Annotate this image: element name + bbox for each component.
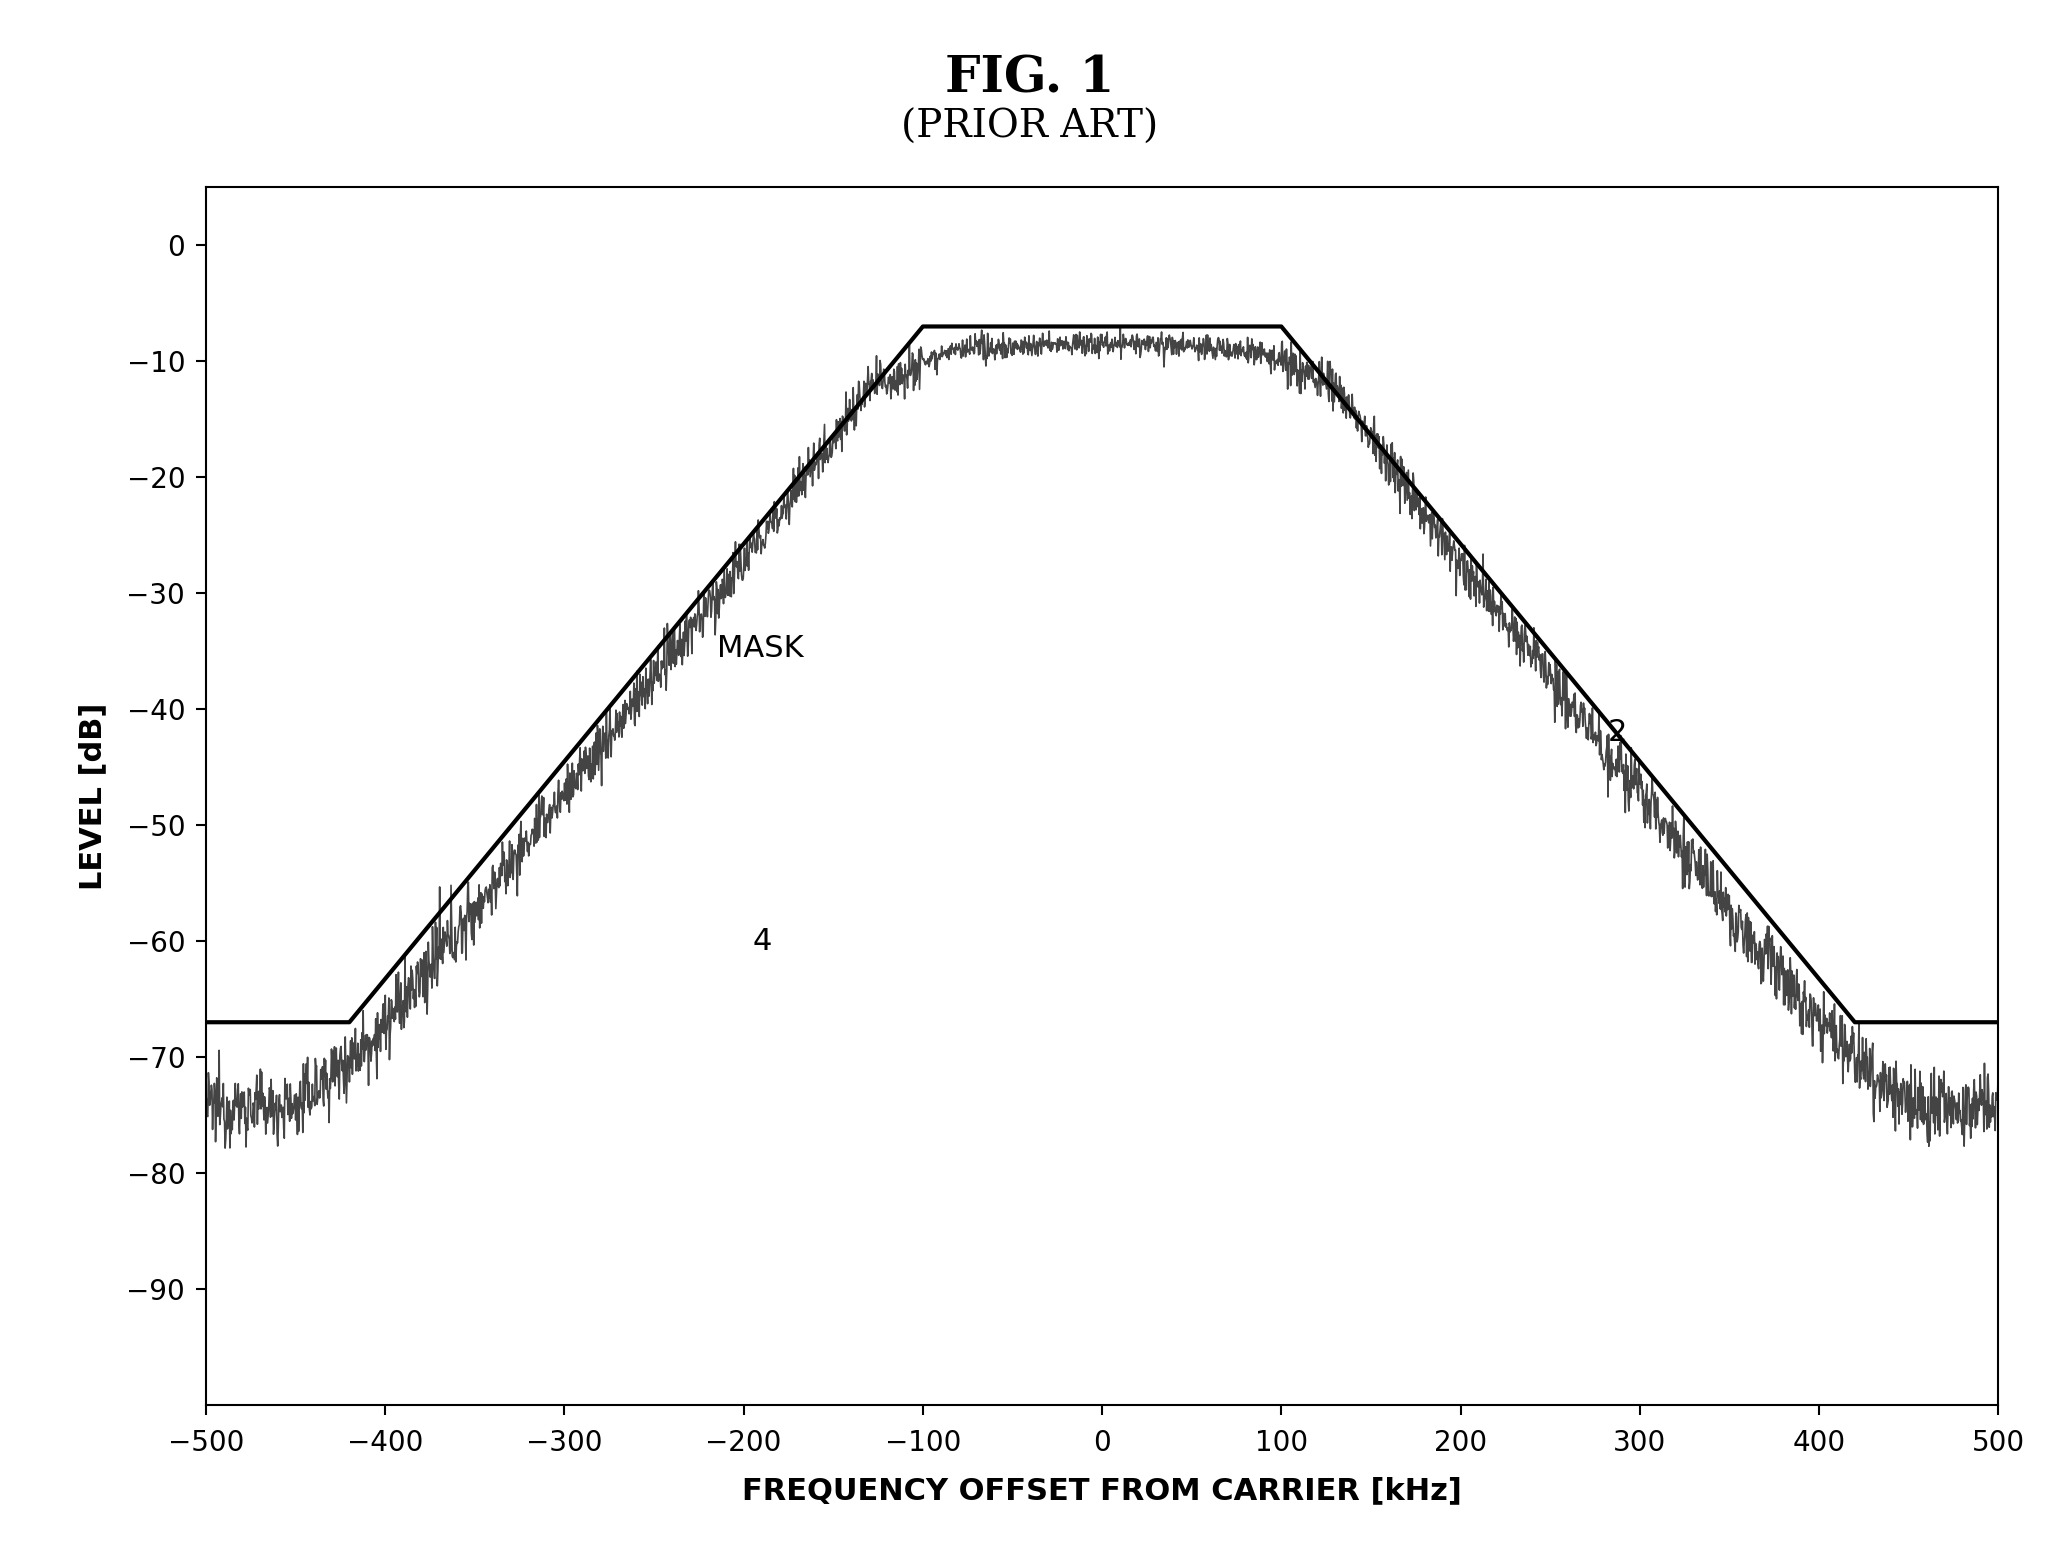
X-axis label: FREQUENCY OFFSET FROM CARRIER [kHz]: FREQUENCY OFFSET FROM CARRIER [kHz] [742, 1477, 1463, 1505]
Text: (PRIOR ART): (PRIOR ART) [902, 109, 1158, 147]
Text: FIG. 1: FIG. 1 [946, 55, 1114, 103]
Text: MASK: MASK [717, 634, 803, 663]
Text: 2: 2 [1607, 718, 1627, 746]
Text: 4: 4 [752, 927, 772, 955]
Y-axis label: LEVEL [dB]: LEVEL [dB] [78, 702, 107, 890]
